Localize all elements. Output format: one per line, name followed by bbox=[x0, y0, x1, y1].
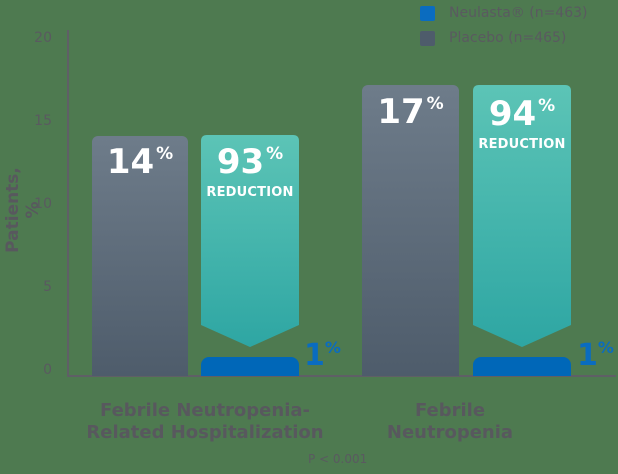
reduction-arrow-fn bbox=[473, 85, 571, 347]
reduction-label-fn-hospitalization: REDUCTION bbox=[206, 185, 294, 200]
y-tick-5: 5 bbox=[43, 279, 52, 295]
y-axis-line bbox=[67, 30, 69, 377]
neulasta-value-fn: 1% bbox=[577, 338, 614, 373]
legend-item-placebo: Placebo (n=465) bbox=[420, 30, 566, 46]
y-tick-20: 20 bbox=[34, 30, 52, 46]
bar-neulasta-fn bbox=[473, 357, 571, 376]
reduction-arrow-fn-hospitalization bbox=[201, 135, 299, 347]
legend-label-neulasta: Neulasta® (n=463) bbox=[449, 5, 588, 21]
legend-swatch-neulasta bbox=[420, 5, 435, 21]
placebo-value-fn-hospitalization: 14% bbox=[106, 142, 174, 182]
x-axis-line bbox=[67, 375, 616, 377]
y-tick-15: 15 bbox=[34, 113, 52, 129]
category-label-fn-hospitalization: Febrile Neutropenia- Related Hospitaliza… bbox=[86, 400, 324, 443]
category-label-fn: Febrile Neutropenia bbox=[386, 400, 514, 443]
bar-placebo-fn-hospitalization bbox=[92, 136, 188, 376]
reduction-value-fn-hospitalization: 93% bbox=[216, 142, 284, 182]
reduction-value-fn: 94% bbox=[488, 94, 556, 134]
legend-item-neulasta: Neulasta® (n=463) bbox=[420, 5, 588, 21]
legend-swatch-placebo bbox=[420, 30, 435, 46]
legend-label-placebo: Placebo (n=465) bbox=[449, 30, 567, 46]
bar-neulasta-fn-hospitalization bbox=[201, 357, 299, 376]
neulasta-value-fn-hospitalization: 1% bbox=[304, 338, 341, 373]
bar-placebo-fn bbox=[362, 85, 459, 376]
y-tick-10: 10 bbox=[34, 196, 52, 212]
placebo-value-fn: 17% bbox=[377, 92, 444, 132]
reduction-label-fn: REDUCTION bbox=[478, 137, 566, 152]
y-tick-0: 0 bbox=[43, 362, 52, 378]
p-value-footnote: P < 0.001 bbox=[308, 452, 368, 466]
